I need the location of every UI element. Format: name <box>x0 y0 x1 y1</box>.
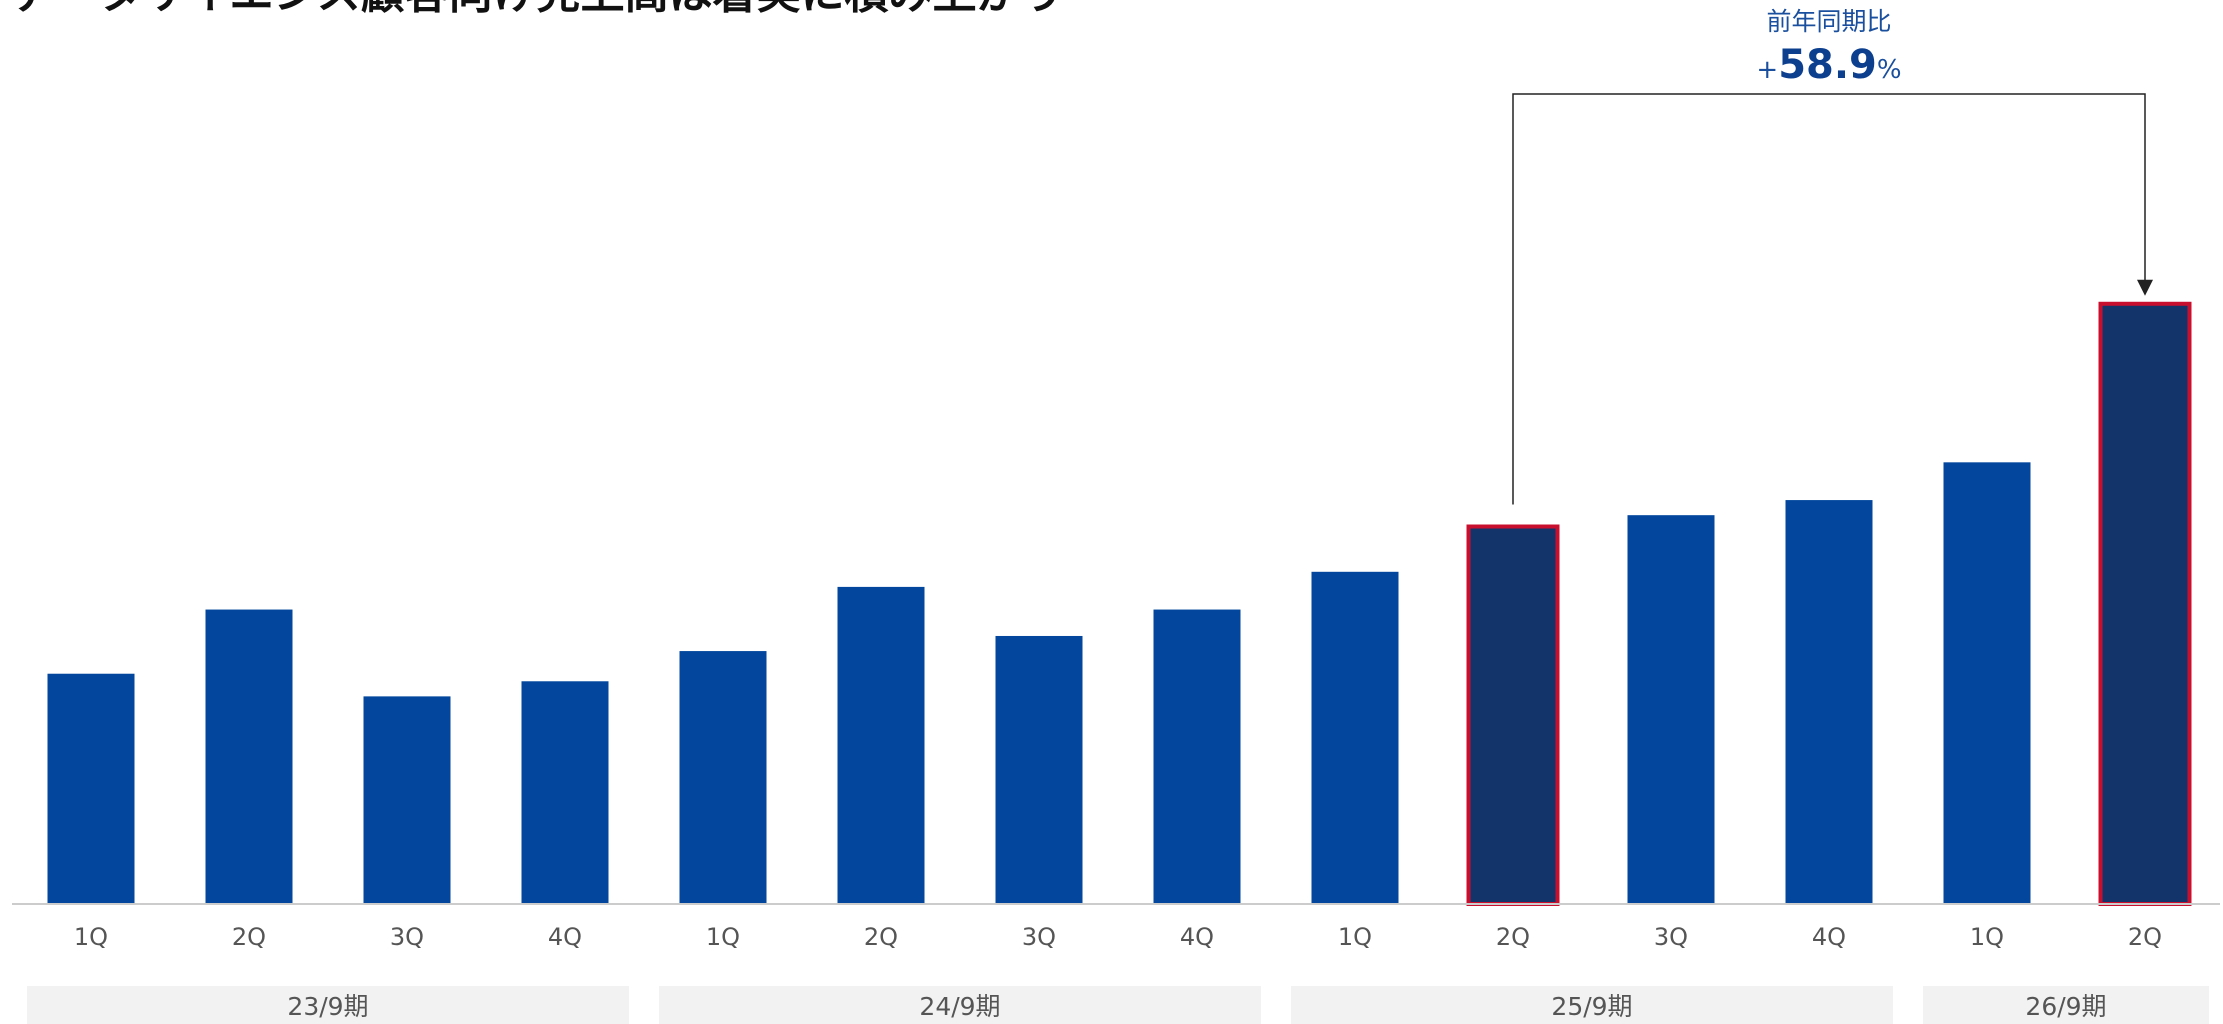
bar <box>1627 515 1715 904</box>
x-tick-label: 4Q <box>1812 923 1846 951</box>
period-label: 26/9期 <box>2025 992 2106 1021</box>
x-tick-label: 1Q <box>74 923 108 951</box>
x-tick-label: 1Q <box>1970 923 2004 951</box>
chart-title: データサイエンス顧客向け売上高は着実に積み上がり <box>10 0 1065 19</box>
bar <box>363 696 451 904</box>
bar <box>995 635 1083 904</box>
bars <box>47 301 2192 906</box>
period-label: 24/9期 <box>919 992 1000 1021</box>
period-band <box>1291 986 1893 1024</box>
yoy-suffix: % <box>1877 55 1902 85</box>
yoy-value-line: +58.9% <box>1756 42 1901 88</box>
highlighted-bar <box>1466 524 1560 906</box>
yoy-caption: 前年同期比 <box>1766 7 1891 36</box>
bar <box>521 681 609 904</box>
yoy-prefix: + <box>1756 55 1778 85</box>
x-tick-label: 2Q <box>864 923 898 951</box>
x-tick-label: 4Q <box>1180 923 1214 951</box>
x-tick-label: 1Q <box>1338 923 1372 951</box>
bar <box>1311 571 1399 904</box>
yoy-value: 58.9 <box>1778 42 1877 88</box>
x-tick-label: 2Q <box>1496 923 1530 951</box>
period-band <box>1923 986 2209 1024</box>
period-label: 25/9期 <box>1551 992 1632 1021</box>
x-tick-label: 4Q <box>548 923 582 951</box>
x-tick-label: 1Q <box>706 923 740 951</box>
x-tick-label: 2Q <box>2128 923 2162 951</box>
highlighted-bar <box>2098 301 2192 906</box>
x-tick-label: 3Q <box>1022 923 1056 951</box>
bar <box>47 673 135 904</box>
period-band <box>659 986 1261 1024</box>
yoy-annotation: 前年同期比 +58.9% <box>1512 7 2153 505</box>
bar <box>1943 462 2031 904</box>
bar <box>205 609 293 904</box>
x-tick-labels: 1Q 2Q 3Q 4Q 1Q 2Q 3Q 4Q 1Q 2Q 3Q 4Q 1Q 2Q <box>74 923 2162 951</box>
bar <box>837 586 925 904</box>
period-band <box>27 986 629 1024</box>
x-tick-label: 2Q <box>232 923 266 951</box>
bar <box>679 651 767 904</box>
bar <box>1785 500 1873 904</box>
yoy-bracket-line <box>1512 93 2146 505</box>
x-tick-label: 3Q <box>1654 923 1688 951</box>
period-bands: 23/9期 24/9期 25/9期 26/9期 <box>27 986 2209 1024</box>
yoy-arrowhead <box>2137 279 2153 296</box>
x-tick-label: 3Q <box>390 923 424 951</box>
period-label: 23/9期 <box>287 992 368 1021</box>
bar <box>1153 609 1241 904</box>
